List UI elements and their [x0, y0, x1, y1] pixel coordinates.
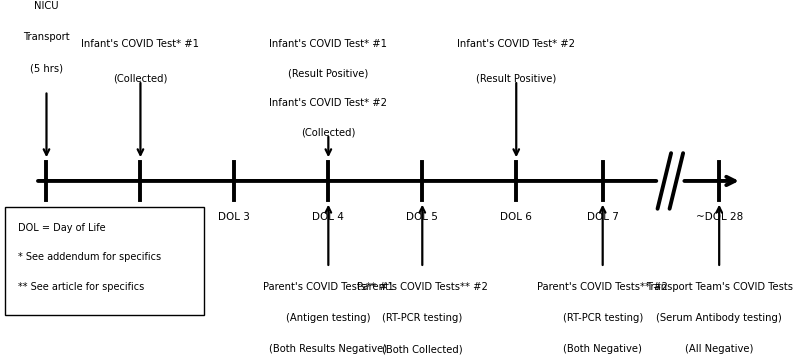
Text: (Collected): (Collected) [301, 127, 355, 137]
Text: ~DOL 28: ~DOL 28 [695, 212, 743, 222]
Text: Infant's COVID Test* #1: Infant's COVID Test* #1 [270, 38, 387, 49]
Text: (Collected): (Collected) [114, 73, 168, 83]
Text: (24 hrs): (24 hrs) [121, 250, 160, 260]
Text: Infant's COVID Test* #1: Infant's COVID Test* #1 [82, 38, 199, 49]
Text: (RT-PCR testing): (RT-PCR testing) [382, 313, 462, 323]
Text: NICU: NICU [34, 1, 58, 11]
Text: Parent's COVID Tests** #1: Parent's COVID Tests** #1 [263, 282, 394, 292]
Text: DOL = Day of Life: DOL = Day of Life [18, 223, 106, 233]
Text: (Antigen testing): (Antigen testing) [286, 313, 370, 323]
Text: Parent's COVID Tests** #2: Parent's COVID Tests** #2 [357, 282, 488, 292]
Text: DOL 2: DOL 2 [125, 212, 156, 222]
Text: DOL 4: DOL 4 [313, 212, 344, 222]
Text: (Serum Antibody testing): (Serum Antibody testing) [656, 313, 782, 323]
FancyBboxPatch shape [5, 207, 204, 315]
Text: Infant's COVID Test* #2: Infant's COVID Test* #2 [270, 98, 387, 107]
Text: (Result Positive): (Result Positive) [476, 73, 556, 83]
Text: DOL 5: DOL 5 [406, 212, 438, 222]
Text: Parent's COVID Tests** #2: Parent's COVID Tests** #2 [538, 282, 668, 292]
Text: Infant's COVID Test* #2: Infant's COVID Test* #2 [458, 38, 575, 49]
Text: DOL 7: DOL 7 [586, 212, 618, 222]
Text: DOL 3: DOL 3 [218, 212, 250, 222]
Text: (RT-PCR testing): (RT-PCR testing) [562, 313, 643, 323]
Text: Transport Team's COVID Tests: Transport Team's COVID Tests [646, 282, 793, 292]
Text: (Result Positive): (Result Positive) [288, 68, 369, 78]
Text: DOL 6: DOL 6 [500, 212, 532, 222]
Text: (5 hrs): (5 hrs) [30, 63, 63, 73]
Text: DOL 1: DOL 1 [30, 212, 62, 222]
Text: ** See article for specifics: ** See article for specifics [18, 282, 144, 292]
Text: (Birth): (Birth) [30, 250, 62, 260]
Text: (Both Negative): (Both Negative) [563, 344, 642, 354]
Text: (All Negative): (All Negative) [685, 344, 754, 354]
Text: (Both Results Negative): (Both Results Negative) [270, 344, 387, 354]
Text: * See addendum for specifics: * See addendum for specifics [18, 252, 161, 262]
Text: (Both Collected): (Both Collected) [382, 344, 462, 354]
Text: Transport: Transport [23, 32, 70, 42]
